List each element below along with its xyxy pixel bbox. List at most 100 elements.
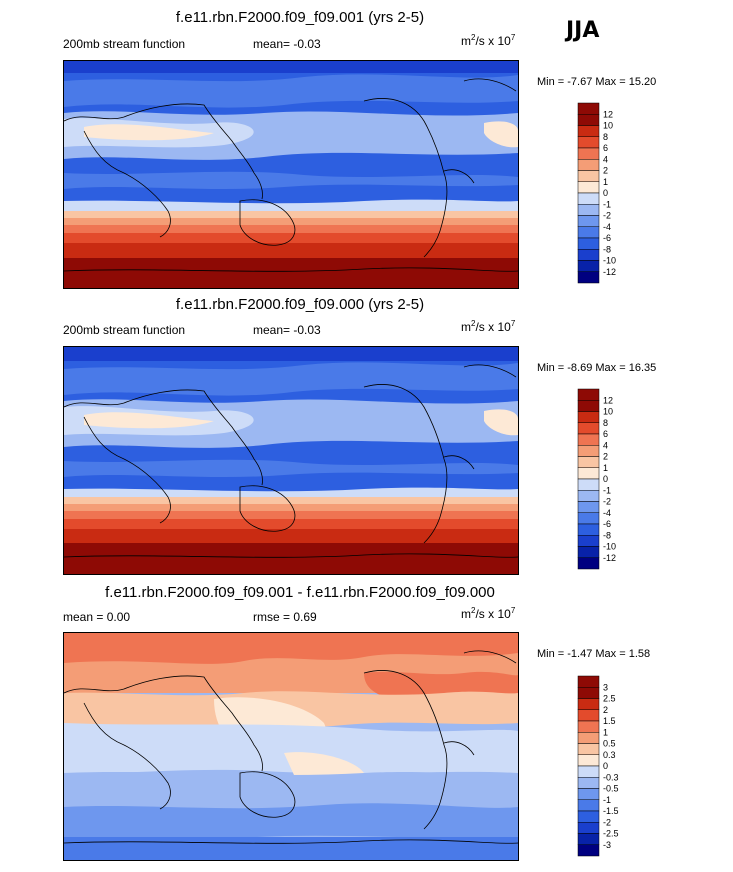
- colorbar-tick-label: -6: [603, 519, 611, 529]
- colorbar-tick-label: 0: [603, 761, 608, 771]
- colorbar-tick-label: 1: [603, 463, 608, 473]
- panel-2-minmax: Min = -8.69 Max = 16.35: [537, 362, 657, 374]
- colorbar-tick-label: 8: [603, 132, 608, 142]
- colorbar-box: [577, 237, 600, 250]
- colorbar-box: [577, 125, 600, 137]
- colorbar-box: [577, 456, 600, 468]
- colorbar-box: [577, 754, 600, 767]
- colorbar-tick-label: 3: [603, 682, 608, 692]
- panel-2-map: [63, 346, 519, 575]
- colorbar-tick-label: -6: [603, 233, 611, 243]
- colorbar-tick-label: -2: [603, 817, 611, 827]
- colorbar-box: [577, 271, 600, 284]
- colorbar-tick-label: 0: [603, 474, 608, 484]
- colorbar-box: [577, 844, 600, 857]
- colorbar-box: [577, 799, 600, 812]
- colorbar-box: [577, 388, 600, 401]
- colorbar-tick-label: -0.3: [603, 772, 619, 782]
- colorbar-box: [577, 467, 600, 480]
- colorbar-box: [577, 557, 600, 570]
- colorbar-box: [577, 709, 600, 722]
- colorbar-tick-label: 4: [603, 154, 608, 164]
- colorbar-tick-label: 10: [603, 121, 613, 131]
- panel-2-title: f.e11.rbn.F2000.f09_f09.000 (yrs 2-5): [175, 296, 425, 313]
- colorbar-box: [577, 433, 600, 446]
- colorbar-tick-label: 1: [603, 727, 608, 737]
- colorbar-box: [577, 512, 600, 525]
- colorbar-box: [577, 833, 600, 845]
- colorbar-tick-label: -8: [603, 244, 611, 254]
- colorbar-box: [577, 546, 600, 558]
- colorbar-tick-label: 0.3: [603, 750, 616, 760]
- colorbar-tick-label: -12: [603, 553, 616, 563]
- colorbar-tick-label: 6: [603, 143, 608, 153]
- colorbar-tick-label: 2: [603, 705, 608, 715]
- panel-2-mean-label: mean= -0.03: [253, 323, 321, 337]
- colorbar-tick-label: -0.5: [603, 784, 619, 794]
- colorbar-tick-label: 8: [603, 418, 608, 428]
- colorbar-box: [577, 226, 600, 239]
- colorbar-tick-label: -4: [603, 508, 611, 518]
- colorbar-tick-label: 12: [603, 109, 613, 119]
- panel-1-title: f.e11.rbn.F2000.f09_f09.001 (yrs 2-5): [175, 9, 425, 26]
- panel-2-left-label: 200mb stream function: [63, 323, 186, 337]
- colorbar-box: [577, 788, 600, 800]
- colorbar-box: [577, 810, 600, 823]
- colorbar-box: [577, 114, 600, 126]
- colorbar-box: [577, 765, 600, 778]
- colorbar-tick-label: -3: [603, 840, 611, 850]
- colorbar-box: [577, 675, 600, 688]
- colorbar-box: [577, 204, 600, 216]
- panel-3-colorbar: 3 2.5 2 1.5 1 0.5 0.3 0 -0.3 -0.5 -1 -1.5 -2 -2.5 -3: [577, 675, 619, 857]
- colorbar-box: [577, 249, 600, 261]
- colorbar-box: [577, 535, 600, 547]
- colorbar-tick-label: -1: [603, 485, 611, 495]
- colorbar-tick-label: 0: [603, 188, 608, 198]
- colorbar-box: [577, 170, 600, 182]
- colorbar-tick-label: 2: [603, 166, 608, 176]
- colorbar-box: [577, 743, 600, 755]
- panel-1-colorbar: 12 10 8 6 4 2 1 0 -1 -2 -4 -6 -8 -10 -12: [577, 102, 616, 284]
- colorbar-box: [577, 698, 600, 710]
- colorbar-box: [577, 422, 600, 435]
- panel-1-mean-label: mean= -0.03: [253, 37, 321, 51]
- colorbar-tick-label: -8: [603, 530, 611, 540]
- colorbar-box: [577, 478, 600, 491]
- panel-2-units: m2/s x 107: [461, 319, 516, 334]
- colorbar-tick-label: -4: [603, 222, 611, 232]
- colorbar-tick-label: -12: [603, 267, 616, 277]
- colorbar-box: [577, 192, 600, 205]
- colorbar-box: [577, 260, 600, 272]
- colorbar-box: [577, 490, 600, 502]
- panel-1-map: [63, 60, 519, 289]
- colorbar-box: [577, 720, 600, 733]
- panel-2-colorbar: 12 10 8 6 4 2 1 0 -1 -2 -4 -6 -8 -10 -12: [577, 388, 616, 570]
- colorbar-box: [577, 102, 600, 115]
- colorbar-tick-label: 6: [603, 429, 608, 439]
- colorbar-tick-label: 1: [603, 177, 608, 187]
- colorbar-tick-label: -1: [603, 199, 611, 209]
- colorbar-box: [577, 732, 600, 744]
- season-label: JJA: [566, 18, 600, 43]
- panel-1-left-label: 200mb stream function: [63, 37, 186, 51]
- colorbar-box: [577, 445, 600, 457]
- colorbar-tick-label: -2: [603, 211, 611, 221]
- colorbar-box: [577, 687, 600, 699]
- colorbar-tick-label: -1: [603, 795, 611, 805]
- colorbar-tick-label: -2.5: [603, 829, 619, 839]
- colorbar-box: [577, 181, 600, 194]
- panel-3-minmax: Min = -1.47 Max = 1.58: [537, 648, 651, 660]
- colorbar-tick-label: 12: [603, 395, 613, 405]
- colorbar-box: [577, 501, 600, 513]
- colorbar-box: [577, 147, 600, 160]
- colorbar-tick-label: -1.5: [603, 806, 619, 816]
- colorbar-tick-label: -10: [603, 542, 616, 552]
- colorbar-box: [577, 523, 600, 536]
- colorbar-tick-label: 2.5: [603, 694, 616, 704]
- panel-3-rmse-label: rmse = 0.69: [253, 610, 317, 624]
- panel-3-units: m2/s x 107: [461, 606, 516, 621]
- colorbar-tick-label: 4: [603, 440, 608, 450]
- colorbar-tick-label: 0.5: [603, 739, 616, 749]
- colorbar-tick-label: -2: [603, 497, 611, 507]
- colorbar-box: [577, 777, 600, 789]
